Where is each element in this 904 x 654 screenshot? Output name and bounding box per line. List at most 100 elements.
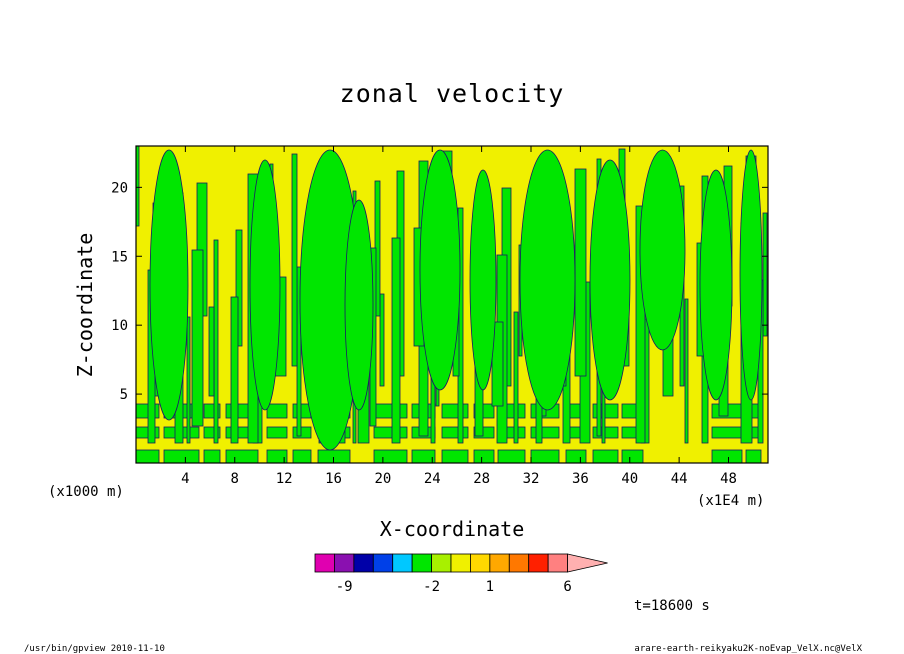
- negative-region: [711, 426, 743, 439]
- negative-region: [317, 449, 351, 463]
- negative-region: [530, 449, 560, 463]
- negative-region: [473, 449, 495, 463]
- negative-region: [530, 426, 560, 439]
- negative-region: [745, 449, 762, 463]
- negative-region: [441, 426, 469, 439]
- negative-region: [519, 149, 576, 411]
- y-tick-label: 15: [111, 249, 128, 265]
- negative-region: [684, 298, 689, 444]
- colorbar-swatch: [314, 553, 335, 573]
- y-axis: 5 10 15 20: [111, 180, 768, 403]
- negative-region: [292, 426, 312, 439]
- colorbar-tick-label: 6: [563, 579, 571, 595]
- colorbar-swatch: [392, 553, 413, 573]
- chart-title: zonal velocity: [340, 79, 565, 108]
- colorbar-swatch: [547, 553, 568, 573]
- x-tick-label: 4: [181, 471, 189, 487]
- colorbar-ticks: -9 -2 1 6: [336, 579, 572, 595]
- x-axis-label: X-coordinate: [380, 517, 525, 541]
- negative-region: [373, 403, 408, 419]
- negative-region: [213, 239, 219, 444]
- negative-region: [592, 449, 619, 463]
- negative-region: [639, 149, 686, 351]
- colorbar-swatch: [431, 553, 452, 573]
- colorbar-swatch: [411, 553, 432, 573]
- negative-region: [292, 403, 312, 419]
- y-tick-label: 5: [120, 387, 128, 403]
- colorbar-swatch: [450, 553, 471, 573]
- x-tick-label: 48: [720, 471, 737, 487]
- negative-region: [711, 449, 743, 463]
- x-tick-label: 36: [572, 471, 589, 487]
- colorbar-swatch: [353, 553, 374, 573]
- plot-frame: [135, 145, 769, 464]
- x-unit-right: (x1E4 m): [697, 493, 764, 509]
- colorbar: [314, 553, 608, 573]
- negative-region: [136, 426, 160, 439]
- negative-region: [203, 449, 221, 463]
- negative-region: [235, 229, 243, 347]
- x-tick-label: 16: [325, 471, 342, 487]
- negative-region: [762, 212, 768, 337]
- negative-region: [592, 426, 619, 439]
- colorbar-swatch: [489, 553, 510, 573]
- negative-region: [699, 169, 733, 401]
- negative-region: [391, 237, 401, 444]
- x-axis: 4 8 12 16 20 24 28 32 36 40 44 48: [181, 146, 737, 487]
- negative-region: [291, 153, 298, 367]
- negative-region: [373, 449, 408, 463]
- negative-region: [149, 149, 189, 421]
- negative-region: [589, 159, 631, 401]
- negative-region: [186, 316, 191, 444]
- negative-region: [491, 321, 504, 407]
- x-tick-label: 20: [374, 471, 391, 487]
- negative-region: [621, 449, 644, 463]
- negative-region: [136, 146, 140, 227]
- colorbar-swatch: [470, 553, 491, 573]
- velocity-field: [136, 146, 768, 463]
- negative-region: [411, 449, 436, 463]
- negative-region: [266, 403, 288, 419]
- negative-region: [469, 169, 497, 391]
- negative-region: [574, 168, 587, 377]
- negative-region: [513, 311, 519, 444]
- negative-region: [635, 205, 646, 444]
- y-tick-label: 20: [111, 180, 128, 196]
- colorbar-swatch: [372, 553, 394, 573]
- negative-region: [419, 149, 461, 391]
- negative-region: [441, 449, 469, 463]
- negative-region: [266, 426, 288, 439]
- x-tick-label: 24: [424, 471, 441, 487]
- negative-region: [292, 449, 312, 463]
- x-tick-label: 8: [231, 471, 239, 487]
- x-unit-left: (x1000 m): [48, 484, 124, 500]
- x-tick-label: 44: [671, 471, 688, 487]
- x-tick-label: 40: [621, 471, 638, 487]
- negative-region: [565, 449, 587, 463]
- negative-region: [230, 296, 239, 444]
- footer-right: arare-earth-reikyaku2K-noEvap_VelX.nc@Ve…: [634, 644, 862, 654]
- time-label: t=18600 s: [634, 598, 710, 614]
- negative-region: [344, 199, 374, 411]
- colorbar-swatch: [528, 553, 549, 573]
- footer-left: /usr/bin/gpview 2010-11-10: [24, 644, 165, 654]
- negative-region: [266, 449, 288, 463]
- negative-region: [136, 449, 160, 463]
- colorbar-swatch: [508, 553, 530, 573]
- colorbar-tick-label: -9: [336, 579, 353, 595]
- negative-region: [739, 149, 763, 401]
- negative-region: [225, 449, 259, 463]
- colorbar-tick-label: -2: [423, 579, 440, 595]
- x-tick-label: 32: [523, 471, 540, 487]
- negative-region: [379, 293, 385, 387]
- negative-region: [136, 403, 160, 419]
- negative-region: [249, 159, 281, 411]
- negative-region: [191, 249, 204, 427]
- negative-region: [373, 426, 408, 439]
- colorbar-swatch: [334, 553, 355, 573]
- colorbar-arrow: [567, 553, 608, 573]
- negative-region: [441, 403, 469, 419]
- negative-region: [208, 306, 215, 397]
